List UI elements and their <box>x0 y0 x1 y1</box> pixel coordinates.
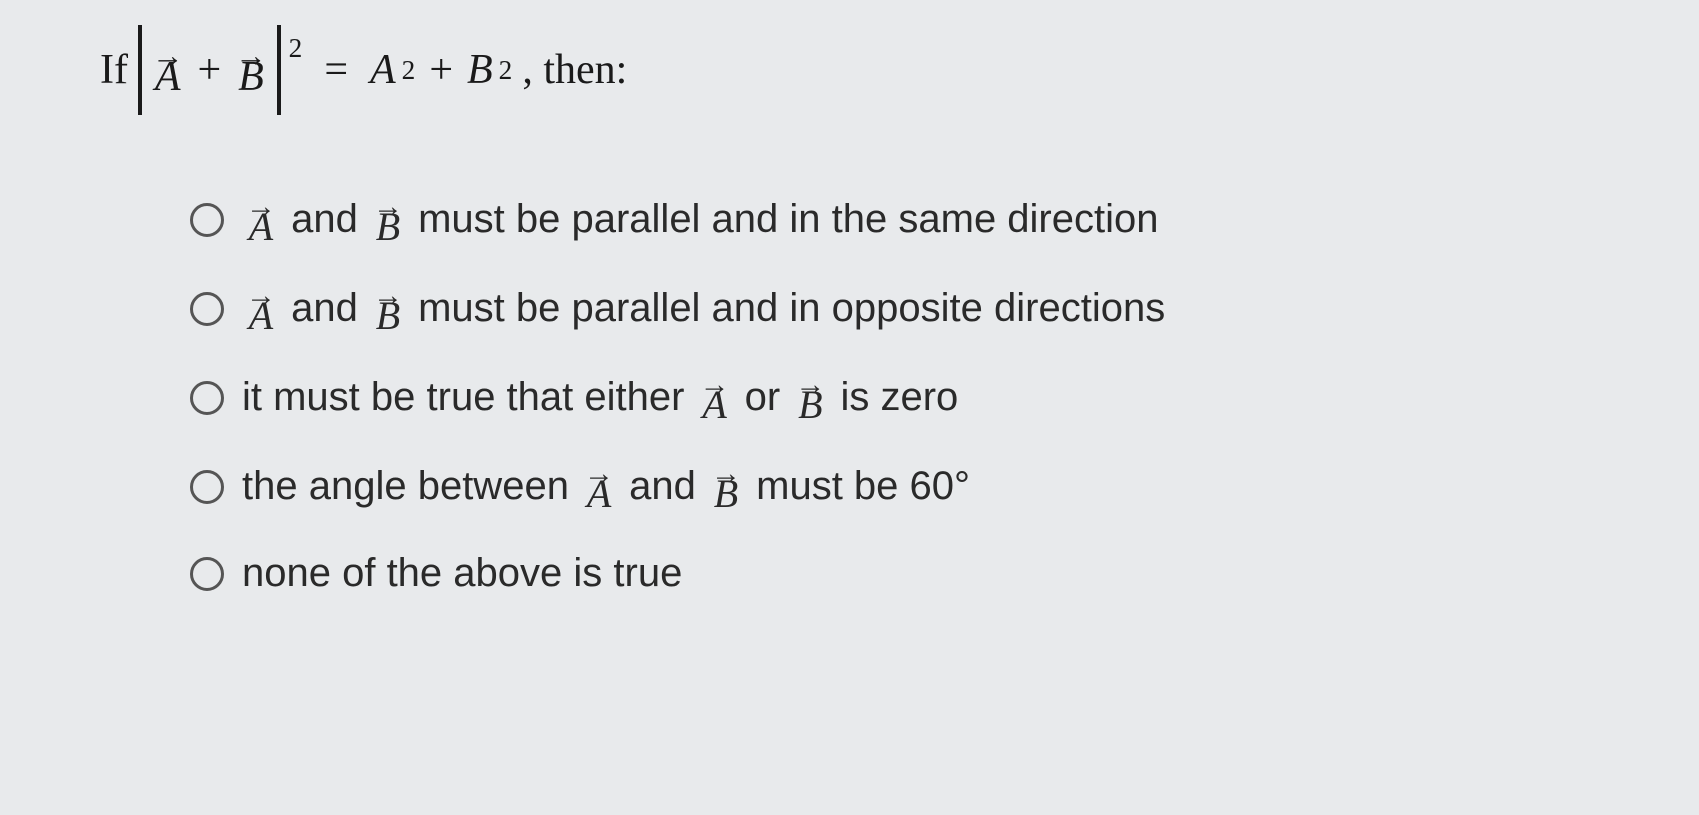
plus-sign-2: + <box>429 46 453 94</box>
text-fragment: it must be true that either <box>242 375 696 420</box>
option-4[interactable]: the angle between →A and →B must be 60° <box>190 462 1599 511</box>
a-exponent: 2 <box>402 55 416 86</box>
radio-button[interactable] <box>190 381 224 415</box>
vector-a: →A <box>246 284 276 333</box>
b-squared-base: B <box>467 46 493 94</box>
arrow-icon: → <box>700 377 730 392</box>
if-text: If <box>100 46 128 94</box>
vector-a: →A <box>246 195 276 244</box>
option-5[interactable]: none of the above is true <box>190 551 1599 596</box>
option-3[interactable]: it must be true that either →A or →B is … <box>190 373 1599 422</box>
vector-b: →B <box>373 195 403 244</box>
text-fragment: and <box>618 464 707 509</box>
radio-button[interactable] <box>190 292 224 326</box>
arrow-icon: → <box>152 48 184 64</box>
text-fragment: must be 60° <box>745 464 970 509</box>
arrow-icon: → <box>246 288 276 303</box>
option-2[interactable]: →A and →B must be parallel and in opposi… <box>190 284 1599 333</box>
arrow-icon: → <box>373 199 403 214</box>
b-exponent: 2 <box>499 55 513 86</box>
text-fragment: must be parallel and in the same directi… <box>407 197 1159 242</box>
radio-button[interactable] <box>190 470 224 504</box>
vector-b: →B <box>711 462 741 511</box>
vector-b: →B <box>795 373 825 422</box>
text-fragment: and <box>280 286 369 331</box>
then-text: , then: <box>522 46 627 94</box>
question-stem: If → A + → B 2 = A2 + B2 , then: <box>100 25 1599 115</box>
equals-sign: = <box>324 46 348 94</box>
text-fragment: the angle between <box>242 464 580 509</box>
arrow-icon: → <box>373 288 403 303</box>
option-text: →A and →B must be parallel and in opposi… <box>242 284 1165 333</box>
text-fragment: is zero <box>829 375 958 420</box>
text-fragment: and <box>280 197 369 242</box>
vector-a: →A <box>700 373 730 422</box>
arrow-icon: → <box>795 377 825 392</box>
vector-a: →A <box>584 462 614 511</box>
arrow-icon: → <box>711 466 741 481</box>
abs-bar-left <box>138 25 142 115</box>
option-text: it must be true that either →A or →B is … <box>242 373 958 422</box>
text-fragment: or <box>734 375 792 420</box>
arrow-icon: → <box>235 48 267 64</box>
text-fragment: none of the above is true <box>242 551 682 596</box>
arrow-icon: → <box>584 466 614 481</box>
vector-b: →B <box>373 284 403 333</box>
options-list: →A and →B must be parallel and in the sa… <box>190 195 1599 596</box>
option-text: →A and →B must be parallel and in the sa… <box>242 195 1159 244</box>
radio-button[interactable] <box>190 557 224 591</box>
plus-sign: + <box>197 46 221 94</box>
option-text: the angle between →A and →B must be 60° <box>242 462 970 511</box>
vector-a: → A <box>152 44 184 95</box>
radio-button[interactable] <box>190 203 224 237</box>
arrow-icon: → <box>246 199 276 214</box>
vector-b: → B <box>235 44 267 95</box>
option-1[interactable]: →A and →B must be parallel and in the sa… <box>190 195 1599 244</box>
a-squared-base: A <box>370 46 396 94</box>
option-text: none of the above is true <box>242 551 682 596</box>
abs-bar-right <box>277 25 281 115</box>
outer-exponent: 2 <box>289 33 303 64</box>
text-fragment: must be parallel and in opposite directi… <box>407 286 1165 331</box>
